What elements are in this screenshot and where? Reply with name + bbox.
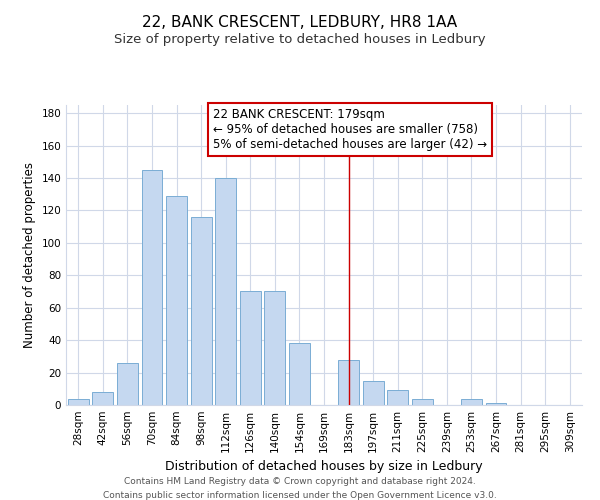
Text: Contains public sector information licensed under the Open Government Licence v3: Contains public sector information licen… (103, 491, 497, 500)
Bar (412, 398, 433, 405)
Bar (117, 363, 138, 405)
Text: Size of property relative to detached houses in Ledbury: Size of property relative to detached ho… (114, 32, 486, 46)
Bar (92, 392, 113, 405)
Bar (166, 196, 187, 405)
Bar (240, 292, 261, 405)
Bar (142, 170, 163, 405)
Bar (265, 292, 286, 405)
Bar (191, 217, 212, 405)
X-axis label: Distribution of detached houses by size in Ledbury: Distribution of detached houses by size … (165, 460, 483, 473)
Bar (362, 380, 383, 405)
Bar (387, 390, 408, 405)
Y-axis label: Number of detached properties: Number of detached properties (23, 162, 36, 348)
Bar (289, 344, 310, 405)
Text: Contains HM Land Registry data © Crown copyright and database right 2024.: Contains HM Land Registry data © Crown c… (124, 478, 476, 486)
Bar (338, 360, 359, 405)
Bar (68, 398, 89, 405)
Text: 22 BANK CRESCENT: 179sqm
← 95% of detached houses are smaller (758)
5% of semi-d: 22 BANK CRESCENT: 179sqm ← 95% of detach… (213, 108, 487, 151)
Bar (461, 398, 482, 405)
Bar (215, 178, 236, 405)
Text: 22, BANK CRESCENT, LEDBURY, HR8 1AA: 22, BANK CRESCENT, LEDBURY, HR8 1AA (142, 15, 458, 30)
Bar (485, 404, 506, 405)
